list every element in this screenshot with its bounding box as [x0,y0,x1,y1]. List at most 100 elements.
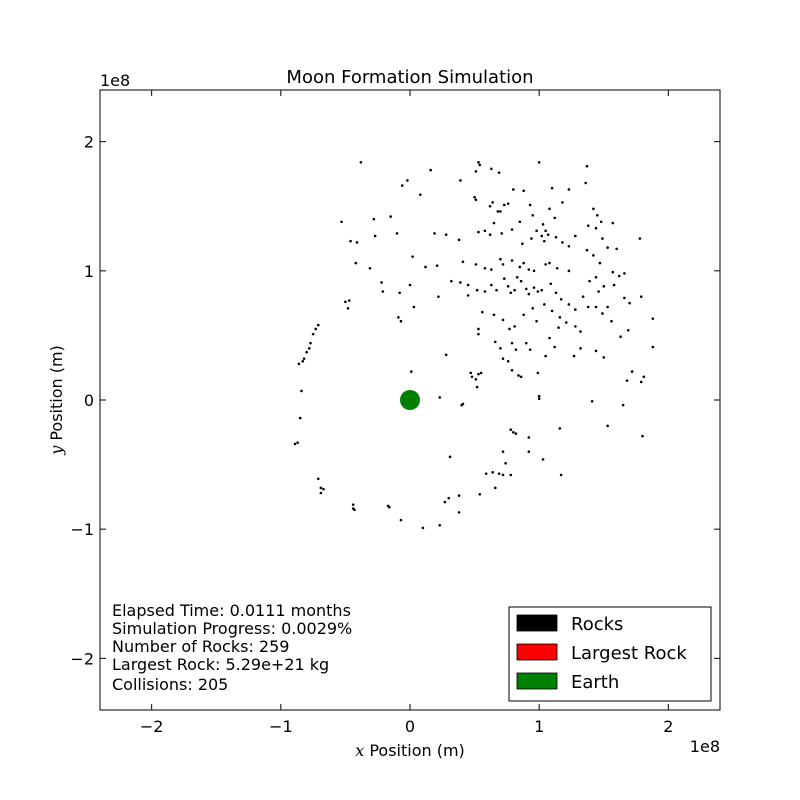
rock-point [585,164,589,168]
rock-point [574,325,577,328]
rock-point [592,254,595,257]
rock-point [611,221,615,225]
y-axis-text: Position (m) [47,345,66,446]
rock-point [510,368,514,372]
rock-point [495,288,498,292]
rock-point [510,341,514,345]
rock-point [544,229,547,233]
rock-point [612,283,616,287]
stats-block: Elapsed Time: 0.0111 months Simulation P… [112,601,352,694]
rock-point [477,230,480,234]
earth-layer [400,390,420,410]
rock-point [601,237,604,240]
rock-point [606,246,609,249]
rock-point [492,221,496,225]
rock-point [475,288,479,292]
rock-point [595,213,599,217]
rock-point [372,217,376,221]
rock-point [484,472,488,475]
rock-point [594,275,598,279]
rock-point [349,239,352,243]
rock-point [513,288,516,292]
rock-point [522,261,525,265]
rock-point [483,290,487,293]
legend-label-largest-rock: Largest Rock [571,643,687,664]
rock-point [444,233,448,236]
rock-point [530,237,533,240]
rock-point [537,161,541,164]
rock-point [527,292,531,296]
rock-point [514,348,518,351]
rock-point [586,305,590,309]
x-scale-label: 1e8 [690,737,720,756]
rock-point [544,354,547,358]
rock-point [469,371,473,375]
rock-point [510,228,514,231]
rock-point [590,399,594,403]
rock-point [316,477,320,481]
stat-number-of-rocks: Number of Rocks: 259 [112,637,289,656]
rock-point [355,241,359,244]
rock-point [477,372,480,376]
rock-point [555,266,559,270]
chart-title: Moon Formation Simulation [286,67,533,88]
earth-marker [400,390,420,410]
rock-point [594,349,598,353]
rock-point [549,282,553,286]
rock-point [626,328,630,332]
rock-point [474,263,478,266]
rock-point [642,375,646,379]
stat-elapsed-time: Elapsed Time: 0.0111 months [112,601,351,620]
rock-point [499,257,502,261]
rock-point [639,380,643,384]
y-tick-label: 0 [84,391,94,410]
rock-point [638,237,642,240]
y-axis-var: y [47,445,66,456]
rock-point [597,290,600,293]
rock-point [293,442,297,446]
rock-point [457,238,461,242]
rock-point [373,234,377,238]
rock-point [314,327,318,331]
y-tick-label: −2 [70,649,94,668]
rock-point [311,332,315,336]
rock-point [353,508,356,512]
rock-point [544,263,547,266]
y-scale-label: 1e8 [100,71,130,90]
rock-point [548,207,551,211]
rock-point [527,450,531,453]
y-tick-label: 1 [84,262,94,281]
rock-point [561,241,564,244]
rock-point [490,268,493,271]
rock-point [359,161,363,164]
rock-point [515,275,519,279]
rock-point [531,213,535,217]
rock-point [502,203,506,207]
rock-point [509,428,513,432]
rock-point [592,207,595,211]
rock-point [437,295,440,298]
legend: Rocks Largest Rock Earth [508,606,712,702]
rock-point [584,181,587,185]
rock-point [594,305,598,309]
rock-point [535,229,538,233]
rock-point [368,266,372,270]
y-tick-label: 2 [84,133,94,152]
rock-point [623,272,626,275]
rock-point [444,353,448,357]
rock-point [548,261,551,265]
rock-point [297,362,301,366]
rock-point [518,265,522,269]
rock-point [509,473,513,477]
rock-point [501,318,505,322]
x-axis-var: x [355,741,364,760]
rock-point [380,281,383,284]
rock-point [504,461,507,465]
rock-point [474,198,478,202]
rock-point [579,330,582,333]
rock-point [488,204,492,208]
rock-point [477,327,480,331]
rock-point [499,347,502,350]
rock-point [625,379,629,382]
rock-point [435,264,439,267]
